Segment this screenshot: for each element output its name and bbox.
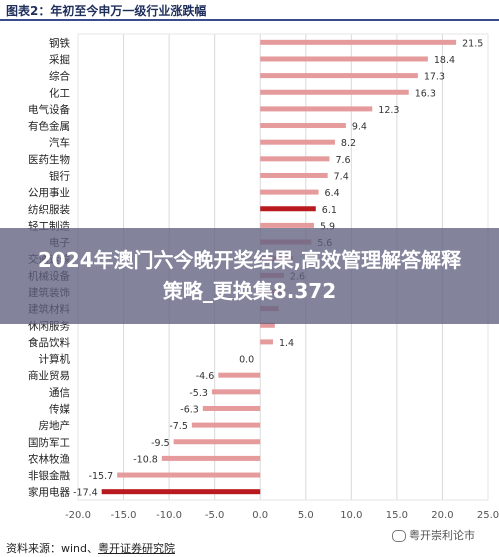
watermark: 粤开崇利论市 (392, 527, 475, 543)
category-label: 商业贸易 (28, 369, 70, 382)
category-label: 食品饮料 (28, 336, 70, 349)
bar (260, 123, 346, 129)
category-label: 纺织服装 (28, 203, 70, 216)
source-prefix: 资料来源：wind、 (6, 542, 99, 555)
category-label: 医药生物 (28, 153, 70, 166)
category-label: 综合 (49, 70, 70, 83)
data-label: 8.2 (341, 138, 356, 149)
bar (260, 89, 409, 95)
data-label: -6.3 (180, 404, 199, 415)
data-label: -17.4 (73, 488, 98, 499)
bar (218, 372, 261, 378)
title-bar: 图表2：年初至今申万一级行业涨跌幅 (0, 0, 499, 18)
bar (173, 439, 261, 445)
bar (260, 172, 328, 178)
data-label: 21.5 (462, 38, 483, 49)
data-label: 6.4 (325, 188, 340, 199)
category-label: 公用事业 (28, 186, 70, 199)
category-label: 采掘 (49, 53, 70, 66)
data-label: 9.4 (352, 122, 367, 133)
x-tick-label: 25.0 (477, 510, 499, 521)
data-label: 7.4 (334, 171, 349, 182)
title-underline (0, 19, 499, 21)
bar (260, 222, 314, 228)
data-label: -4.6 (196, 371, 215, 382)
bar (260, 322, 275, 328)
category-label: 房地产 (39, 419, 71, 432)
bar (101, 489, 261, 495)
category-label: 通信 (49, 387, 70, 399)
x-tick-label: 5.0 (298, 510, 314, 521)
data-label: -15.7 (89, 471, 114, 482)
bar (202, 405, 261, 411)
bar (260, 339, 273, 345)
wechat-icon (392, 530, 406, 542)
data-label: -10.8 (133, 454, 158, 465)
data-label: 6.1 (322, 205, 337, 216)
x-tick-label: 10.0 (340, 510, 362, 521)
bar (260, 139, 335, 145)
bar (161, 455, 261, 461)
category-label: 电气设备 (28, 103, 70, 116)
promo-overlay-banner[interactable]: 2024年澳门六今晚开奖结果,高效管理解答解释策略_更换集8.372 (0, 228, 499, 324)
data-label: -7.5 (169, 421, 188, 432)
bar (260, 39, 457, 45)
data-label: 0.0 (239, 355, 254, 366)
data-label: 7.6 (335, 155, 350, 166)
category-label: 家用电器 (28, 486, 70, 499)
data-label: 1.4 (279, 338, 294, 349)
data-label: 12.3 (378, 105, 399, 116)
data-label: 16.3 (415, 88, 436, 99)
category-label: 汽车 (49, 136, 70, 149)
category-label: 有色金属 (28, 120, 70, 133)
x-tick-label: -5.0 (205, 510, 225, 521)
data-label: -9.5 (151, 438, 170, 449)
bar (211, 389, 261, 395)
bar (260, 56, 428, 62)
x-tick-label: 15.0 (386, 510, 408, 521)
source-note: 资料来源：wind、粤开证券研究院 (6, 540, 175, 556)
x-tick-label: 20.0 (431, 510, 453, 521)
chart-title: 图表2：年初至今申万一级行业涨跌幅 (6, 4, 207, 18)
x-tick-label: 0.0 (252, 510, 268, 521)
category-label: 计算机 (39, 353, 71, 366)
bar (191, 422, 261, 428)
x-tick-label: -20.0 (65, 510, 91, 521)
bar (260, 206, 316, 212)
bar (260, 189, 319, 195)
data-label: 17.3 (424, 72, 445, 83)
category-label: 农林牧渔 (28, 452, 70, 465)
x-tick-label: -15.0 (111, 510, 137, 521)
category-label: 银行 (49, 169, 70, 182)
category-label: 国防军工 (28, 436, 70, 449)
source-link[interactable]: 粤开证券研究院 (98, 542, 176, 555)
bar (260, 106, 373, 112)
x-tick-label: -10.0 (156, 510, 182, 521)
bar (260, 73, 418, 79)
data-label: 5.9 (320, 221, 335, 232)
promo-overlay-text: 2024年澳门六今晚开奖结果,高效管理解答解释策略_更换集8.372 (37, 248, 462, 303)
category-label: 传媒 (49, 402, 70, 415)
category-label: 钢铁 (49, 36, 70, 49)
watermark-text: 粤开崇利论市 (409, 529, 475, 542)
bar (260, 156, 330, 162)
data-label: 18.4 (434, 55, 455, 66)
category-label: 非银金融 (28, 469, 70, 482)
category-label: 化工 (49, 86, 70, 99)
data-label: -5.3 (189, 388, 208, 399)
bar (117, 472, 261, 478)
